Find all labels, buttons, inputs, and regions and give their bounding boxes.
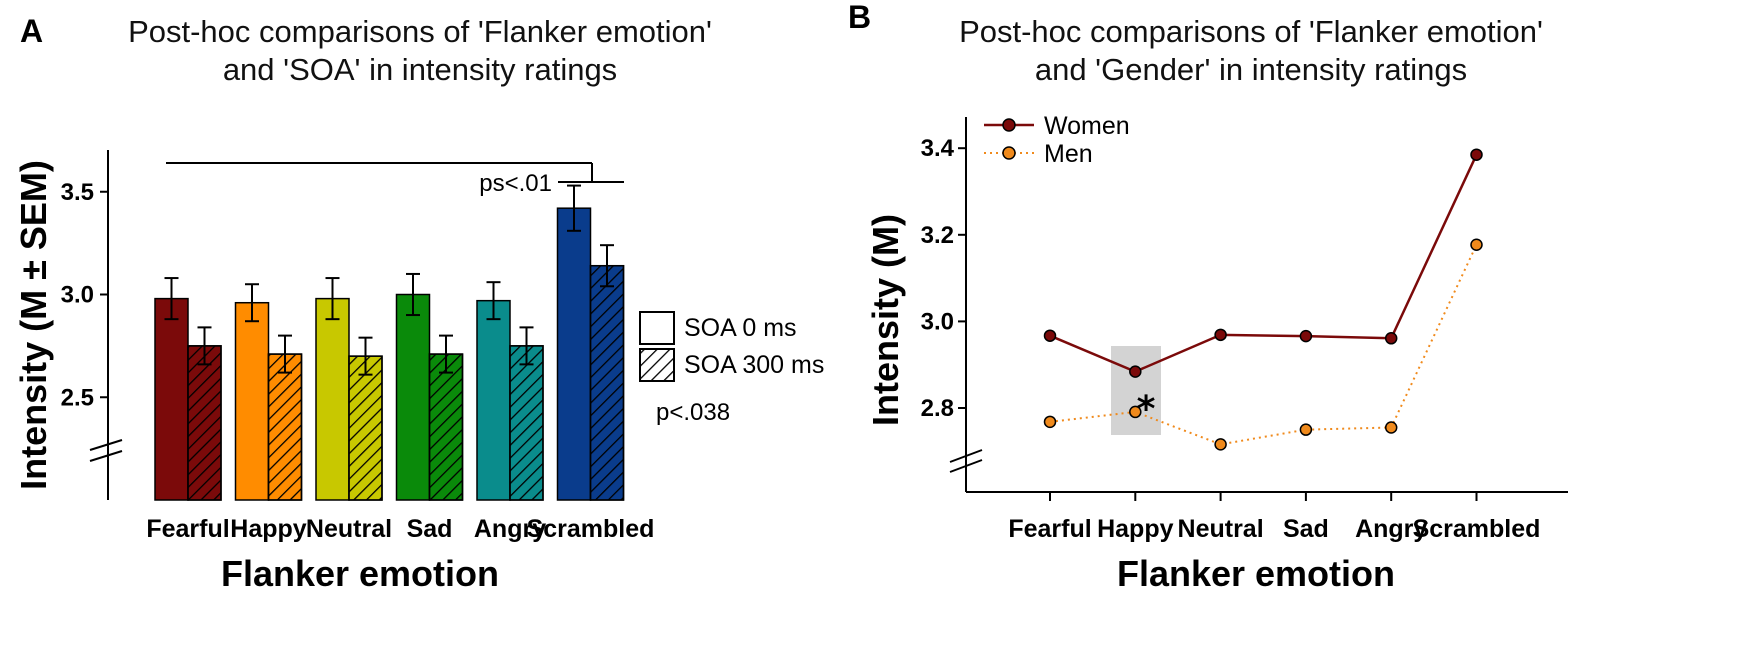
- x-tick-label: Sad: [1283, 515, 1329, 543]
- panel-b-y-label: Intensity (M): [865, 214, 906, 426]
- bar-hatch-neutral: [348, 355, 383, 501]
- panel-a: A Post-hoc comparisons of 'Flanker emoti…: [13, 13, 824, 594]
- bar-scrambled-soa0: [556, 207, 592, 501]
- bar-hatch-happy: [267, 353, 303, 501]
- panel-b-title-line1: Post-hoc comparisons of 'Flanker emotion…: [959, 14, 1543, 49]
- panel-a-y-label: Intensity (M ± SEM): [13, 160, 54, 490]
- x-tick-label: Scrambled: [527, 515, 655, 543]
- legend-men-label: Men: [1044, 140, 1093, 168]
- x-tick-label: Fearful: [146, 515, 229, 543]
- y-tick-label: 3.0: [921, 308, 954, 335]
- panel-a-label: A: [20, 13, 43, 49]
- x-tick-label: Angry: [474, 515, 546, 543]
- panel-b-title-line2: and 'Gender' in intensity ratings: [1035, 52, 1467, 87]
- panel-b-label: B: [848, 0, 871, 35]
- data-point-women: [1470, 148, 1483, 161]
- x-tick-label: Happy: [230, 515, 307, 543]
- data-point-women: [1384, 332, 1398, 345]
- y-tick-label: 3.0: [61, 282, 94, 309]
- highlight-happy: [1111, 346, 1161, 435]
- x-tick-label: Neutral: [1178, 515, 1264, 543]
- y-tick-label: 2.5: [61, 384, 94, 411]
- panel-b-axis-break: [949, 459, 983, 473]
- x-tick-label: Neutral: [306, 515, 392, 543]
- series-line-women: [1049, 154, 1478, 373]
- panel-a-title-line2: and 'SOA' in intensity ratings: [223, 52, 617, 87]
- legend-soa0-label: SOA 0 ms: [684, 314, 797, 342]
- x-tick-label: Happy: [1097, 515, 1174, 543]
- panel-a-x-label: Flanker emotion: [221, 553, 499, 594]
- legend-soa300-label: SOA 300 ms: [684, 351, 824, 379]
- panel-b: B Post-hoc comparisons of 'Flanker emoti…: [848, 0, 1568, 594]
- y-tick-label: 3.5: [61, 179, 94, 206]
- data-point-women: [1214, 328, 1227, 342]
- bar-hatch-scrambled: [589, 264, 625, 501]
- legend-swatch-soa0: [639, 311, 675, 345]
- y-tick-label: 3.2: [921, 222, 954, 249]
- panel-b-axis-break: [949, 449, 983, 463]
- bar-hatch-sad: [428, 353, 464, 501]
- x-tick-label: Fearful: [1008, 515, 1091, 543]
- legend-women-label: Women: [1044, 112, 1130, 140]
- x-tick-label: Scrambled: [1413, 515, 1541, 543]
- legend-swatch-soa300: [639, 348, 675, 382]
- data-point-women: [1129, 365, 1142, 378]
- x-tick-label: Sad: [407, 515, 453, 543]
- panel-a-axis-break: [89, 450, 123, 462]
- x-tick-label: Angry: [1355, 515, 1427, 543]
- bar-hatch-angry: [509, 345, 544, 501]
- data-point-men: [1129, 405, 1142, 419]
- data-point-men: [1043, 415, 1057, 429]
- panel-a-title-line1: Post-hoc comparisons of 'Flanker emotion…: [128, 14, 712, 49]
- legend-men-marker: [1002, 146, 1016, 160]
- data-point-women: [1043, 329, 1057, 342]
- bracket-annotation: ps<.01: [479, 170, 552, 197]
- soa-p-annotation: p<.038: [656, 399, 730, 426]
- y-tick-label: 2.8: [921, 395, 954, 422]
- legend-women-marker: [1002, 118, 1016, 132]
- data-point-women: [1299, 329, 1313, 343]
- panel-a-axis-break: [89, 439, 123, 451]
- y-tick-label: 3.4: [921, 135, 955, 162]
- bar-fearful-soa0: [154, 297, 189, 501]
- bar-angry-soa0: [476, 299, 511, 501]
- data-point-men: [1214, 438, 1227, 451]
- data-point-men: [1470, 238, 1483, 252]
- significance-asterisk: *: [1137, 389, 1156, 430]
- bar-hatch-fearful: [187, 345, 222, 501]
- data-point-men: [1384, 421, 1398, 434]
- panel-b-x-label: Flanker emotion: [1117, 553, 1395, 594]
- data-point-men: [1299, 423, 1313, 436]
- bar-neutral-soa0: [315, 297, 350, 501]
- bar-sad-soa0: [395, 293, 431, 501]
- bar-happy-soa0: [234, 301, 270, 501]
